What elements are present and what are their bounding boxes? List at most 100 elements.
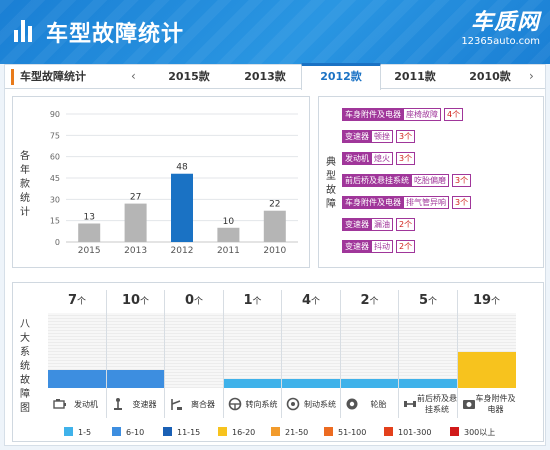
x-tick-label: 2013 [124, 246, 147, 256]
fault-description: 排气管异响 [404, 196, 449, 209]
system-bar [48, 370, 106, 388]
system-count-value: 0 [184, 293, 195, 308]
system-count-value: 19 [472, 293, 492, 308]
system-name-cell: 转向系统 [223, 389, 282, 418]
system-count-unit: 个 [140, 297, 150, 307]
next-arrow-icon[interactable]: › [529, 69, 534, 83]
label-char: 故 [326, 185, 336, 196]
brand-logo: 车质网 12365auto.com [461, 10, 540, 48]
bar-2012 [171, 173, 193, 242]
fault-description: 吃胎偏磨 [412, 174, 449, 187]
system-count: 19个 [457, 290, 516, 312]
bar-value-label: 22 [269, 200, 280, 210]
system-name: 离合器 [191, 399, 215, 409]
y-tick-label: 45 [50, 174, 60, 183]
y-tick-label: 0 [55, 238, 60, 247]
brand-name: 车质网 [470, 10, 540, 35]
legend-label: 6-10 [126, 428, 145, 437]
system-column[interactable]: 0个离合器 [165, 290, 223, 418]
legend-swatch [450, 427, 459, 436]
system-column[interactable]: 1个转向系统 [223, 290, 282, 418]
legend-label: 16-20 [232, 428, 256, 437]
legend-label: 11-15 [177, 428, 201, 437]
tab-2010[interactable]: 2010款 [469, 70, 511, 83]
fault-tag[interactable]: 车身附件及电器 排气管异响 3个 [342, 196, 472, 209]
page-header: 车型故障统计 车质网 12365auto.com [0, 0, 550, 64]
fault-count: 3个 [396, 152, 416, 165]
system-name: 前后桥及悬挂系统 [417, 394, 457, 414]
legend-swatch [64, 427, 73, 436]
legend-item: 11-15 [163, 427, 200, 439]
system-column[interactable]: 5个 前后桥及悬挂系统 [399, 290, 457, 418]
system-name-cell: 前后桥及悬挂系统 [399, 389, 457, 418]
bar-2015 [78, 223, 101, 242]
fault-tag[interactable]: 车身附件及电器 座椅故障 4个 [342, 108, 464, 121]
fault-tag[interactable]: 发动机 熄火 3个 [342, 152, 416, 165]
legend-swatch [112, 427, 121, 436]
system-count-value: 4 [301, 293, 312, 308]
system-bar-track [48, 313, 106, 388]
legend-item: 300以上 [450, 427, 495, 439]
label-char: 八 [20, 319, 30, 330]
label-char: 系 [20, 347, 30, 358]
system-bar [340, 379, 399, 388]
system-count: 1个 [223, 290, 282, 312]
tab-2011[interactable]: 2011款 [394, 70, 436, 83]
system-column[interactable]: 4个 制动系统 [282, 290, 340, 418]
system-bar [282, 379, 340, 388]
fault-tag[interactable]: 变速器 漏油 2个 [342, 218, 416, 231]
tire-icon [345, 396, 359, 410]
y-tick-label: 60 [50, 153, 60, 162]
system-count-value: 2 [360, 293, 370, 308]
fault-category: 变速器 [342, 130, 372, 143]
label-char: 年 [20, 165, 30, 176]
system-name-cell: 变速器 [106, 389, 165, 418]
legend-swatch [384, 427, 393, 436]
fault-category: 发动机 [342, 152, 372, 165]
system-name: 制动系统 [304, 399, 336, 409]
fault-tag[interactable]: 前后桥及悬挂系统 吃胎偏磨 3个 [342, 174, 472, 187]
y-tick-label: 30 [50, 195, 60, 204]
legend-label: 101-300 [398, 428, 432, 437]
label-char: 款 [20, 179, 30, 190]
tab-2013[interactable]: 2013款 [244, 70, 286, 83]
label-char: 大 [20, 333, 30, 344]
bar-value-label: 48 [176, 163, 188, 173]
legend-swatch [218, 427, 227, 436]
system-count: 7个 [48, 290, 106, 312]
system-column[interactable]: 19个车身附件及电器 [457, 290, 516, 418]
clutch-icon [169, 396, 183, 410]
label-char: 故 [20, 375, 30, 386]
bar-2013 [124, 203, 147, 242]
bar-2010 [263, 210, 286, 242]
system-column[interactable]: 7个发动机 [48, 290, 106, 418]
fault-count: 3个 [452, 196, 472, 209]
fault-description: 座椅故障 [404, 108, 441, 121]
bar-value-label: 10 [223, 217, 235, 227]
system-count-unit: 个 [194, 297, 204, 307]
label-char: 统 [20, 193, 30, 204]
fault-count: 2个 [396, 240, 416, 253]
fault-tag[interactable]: 变速器 抖动 2个 [342, 240, 416, 253]
section-label: 车型故障统计 [11, 69, 86, 85]
tab-2012[interactable]: 2012款 [301, 63, 381, 90]
bar-value-label: 27 [130, 193, 141, 203]
system-bar-track [399, 313, 457, 388]
label-char: 典 [326, 157, 336, 168]
prev-arrow-icon[interactable]: ‹ [131, 69, 136, 83]
x-tick-label: 2010 [263, 246, 286, 256]
year-tab-bar: 车型故障统计 ‹ 2015款 2013款 2012款 2011款 2010款 › [5, 63, 545, 90]
system-name-cell: 发动机 [48, 389, 106, 418]
eight-systems-ylabel: 八大系统故障图 [18, 318, 32, 416]
fault-tag[interactable]: 变速器 顿挫 3个 [342, 130, 416, 143]
column-divider [222, 290, 224, 418]
fault-count: 3个 [452, 174, 472, 187]
system-count-unit: 个 [428, 297, 438, 307]
system-column[interactable]: 2个 轮胎 [340, 290, 399, 418]
y-tick-label: 15 [50, 217, 60, 226]
tab-2015[interactable]: 2015款 [168, 70, 210, 83]
system-column[interactable]: 10个变速器 [106, 290, 165, 418]
system-name: 车身附件及电器 [475, 394, 516, 414]
system-count: 10个 [106, 290, 165, 312]
gear-shift-icon [111, 396, 125, 410]
